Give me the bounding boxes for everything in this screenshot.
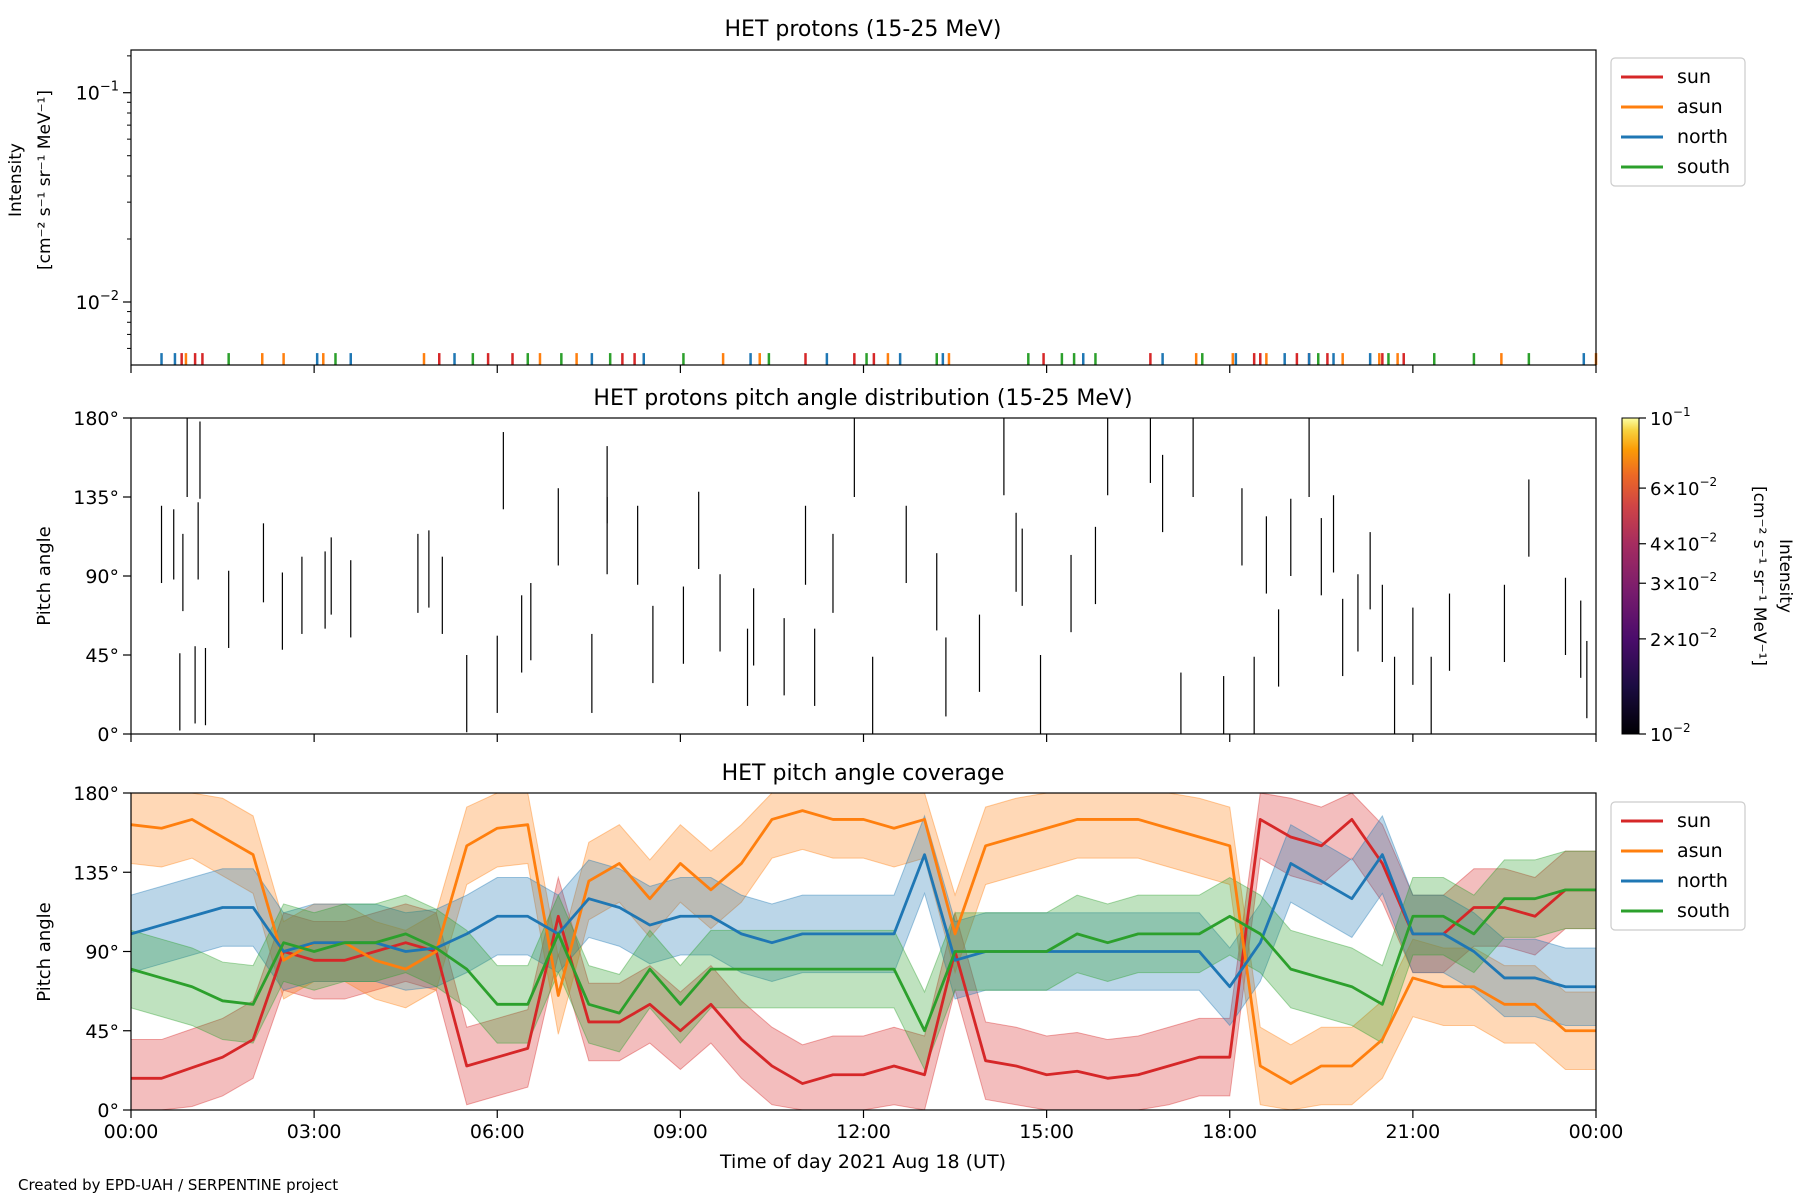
y-axis-label-coverage: Pitch angle	[34, 902, 55, 1001]
y-axis-unit-intensity: [cm⁻² s⁻¹ sr⁻¹ MeV⁻¹]	[35, 90, 55, 270]
y-axis-label-intensity: Intensity	[6, 143, 26, 217]
legend-label-sun: sun	[1677, 810, 1711, 832]
legend-label-asun: asun	[1677, 840, 1723, 862]
coverage-line-sun	[131, 818, 1596, 1085]
colorbar-tick-label: 10−2	[1650, 721, 1691, 746]
y-tick-label: 135°	[73, 487, 119, 509]
x-axis-label: Time of day 2021 Aug 18 (UT)	[719, 1151, 1006, 1173]
colorbar-tick-label: 2×10−2	[1650, 626, 1717, 651]
colorbar	[1621, 417, 1640, 735]
y-tick-label: 0°	[97, 1100, 119, 1122]
y-tick-label: 10−1	[76, 80, 119, 105]
y-tick-label: 45°	[85, 1021, 119, 1043]
coverage-line-asun	[131, 809, 1596, 1085]
x-tick-label: 12:00	[836, 1121, 891, 1143]
legend-label-south: south	[1677, 156, 1730, 178]
legend-label-north: north	[1677, 126, 1728, 148]
chart-title-pad: HET protons pitch angle distribution (15…	[593, 386, 1132, 411]
legend-label-sun: sun	[1677, 66, 1711, 88]
colorbar-tick-label: 10−1	[1650, 405, 1691, 430]
legend-box	[1610, 57, 1746, 187]
y-tick-label: 90°	[85, 566, 119, 588]
y-tick-label: 0°	[97, 724, 119, 746]
y-tick-label: 10−2	[76, 289, 119, 314]
coverage-band-sun	[131, 793, 1596, 1110]
colorbar-tick-label: 6×10−2	[1650, 475, 1717, 500]
plot-frame-intensity	[130, 49, 1597, 366]
colorbar-label: Intensity	[1775, 539, 1795, 613]
coverage-band-asun	[131, 793, 1596, 1110]
legend-label-south: south	[1677, 900, 1730, 922]
y-tick-label: 90°	[85, 942, 119, 964]
x-tick-label: 03:00	[287, 1121, 342, 1143]
y-tick-label: 180°	[73, 783, 119, 805]
coverage-line-south	[131, 888, 1596, 1033]
legend-label-asun: asun	[1677, 96, 1723, 118]
y-tick-label: 180°	[73, 408, 119, 430]
colorbar-tick-label: 3×10−2	[1650, 570, 1717, 595]
x-tick-label: 00:00	[104, 1121, 159, 1143]
x-tick-label: 21:00	[1385, 1121, 1440, 1143]
legend-label-north: north	[1677, 870, 1728, 892]
x-tick-label: 15:00	[1019, 1121, 1074, 1143]
y-tick-label: 135°	[73, 862, 119, 884]
chart-title-intensity: HET protons (15-25 MeV)	[725, 17, 1002, 42]
x-tick-label: 06:00	[470, 1121, 525, 1143]
legend-box	[1610, 801, 1746, 931]
y-tick-label: 45°	[85, 645, 119, 667]
x-tick-label: 09:00	[653, 1121, 708, 1143]
x-tick-label: 00:00	[1569, 1121, 1624, 1143]
chart-title-coverage: HET pitch angle coverage	[722, 761, 1005, 786]
colorbar-unit: [cm⁻² s⁻¹ sr⁻¹ MeV⁻¹]	[1749, 486, 1769, 666]
colorbar-tick-label: 4×10−2	[1650, 531, 1717, 556]
footer-credit: Created by EPD-UAH / SERPENTINE project	[18, 1176, 339, 1194]
y-axis-label-pad: Pitch angle	[34, 526, 55, 625]
x-tick-label: 18:00	[1202, 1121, 1257, 1143]
coverage-band-south	[131, 850, 1596, 1071]
